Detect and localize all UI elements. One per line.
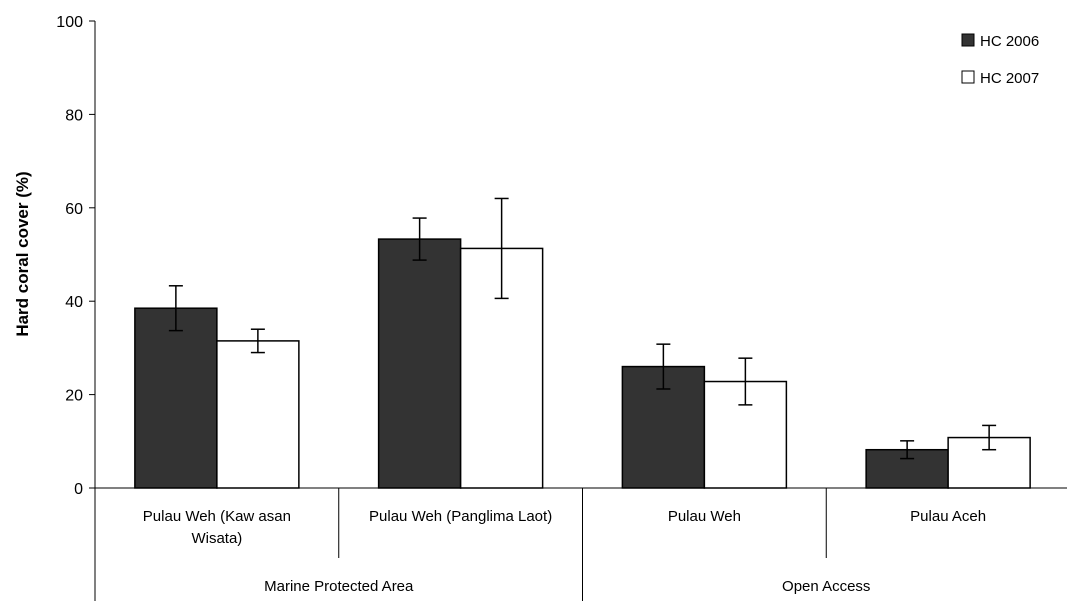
legend-swatch-0 <box>961 33 975 47</box>
bars-layer <box>134 238 1031 489</box>
axis-layer: 0 20 40 60 80 100 Pulau Weh (Kaw asan Wisata) Pu… <box>56 14 1067 601</box>
y-tick-label-20: 20 <box>65 388 83 405</box>
y-tick-label-60: 60 <box>65 201 83 218</box>
group-label-1: Open Access <box>782 578 870 595</box>
bar-hc2006-0 <box>134 307 218 489</box>
error-bars-layer <box>168 197 997 460</box>
error-bar-hc2006-1 <box>412 217 427 261</box>
category-label-3: Pulau Aceh <box>910 508 986 525</box>
legend-label-1: HC 2007 <box>980 70 1039 87</box>
legend: HC 2006 HC 2007 <box>961 33 1039 87</box>
error-bar-hc2007-0 <box>250 328 265 354</box>
y-axis-title: Hard coral cover (%) <box>13 171 32 336</box>
legend-swatch-1 <box>961 70 975 84</box>
category-label-2: Pulau Weh <box>668 508 741 525</box>
error-bar-hc2007-2 <box>738 357 753 406</box>
y-tick-label-80: 80 <box>65 107 83 124</box>
category-label-0: Pulau Weh (Kaw asan <box>143 508 291 525</box>
error-bar-hc2007-1 <box>494 197 509 300</box>
error-bar-hc2007-3 <box>982 424 997 451</box>
error-bar-hc2006-3 <box>900 440 915 460</box>
error-bar-hc2006-0 <box>168 285 183 332</box>
y-tick-label-100: 100 <box>56 14 83 31</box>
group-label-0: Marine Protected Area <box>264 578 414 595</box>
y-tick-label-0: 0 <box>74 481 83 498</box>
category-label-0: Wisata) <box>191 530 242 547</box>
bar-hc2007-0 <box>216 340 300 489</box>
category-label-1: Pulau Weh (Panglima Laot) <box>369 508 552 525</box>
legend-item-1: HC 2007 <box>961 70 1039 87</box>
error-bar-hc2006-2 <box>656 343 671 390</box>
legend-label-0: HC 2006 <box>980 33 1039 50</box>
bar-hc2006-1 <box>377 238 462 489</box>
legend-item-0: HC 2006 <box>961 33 1039 50</box>
y-tick-label-40: 40 <box>65 294 83 311</box>
